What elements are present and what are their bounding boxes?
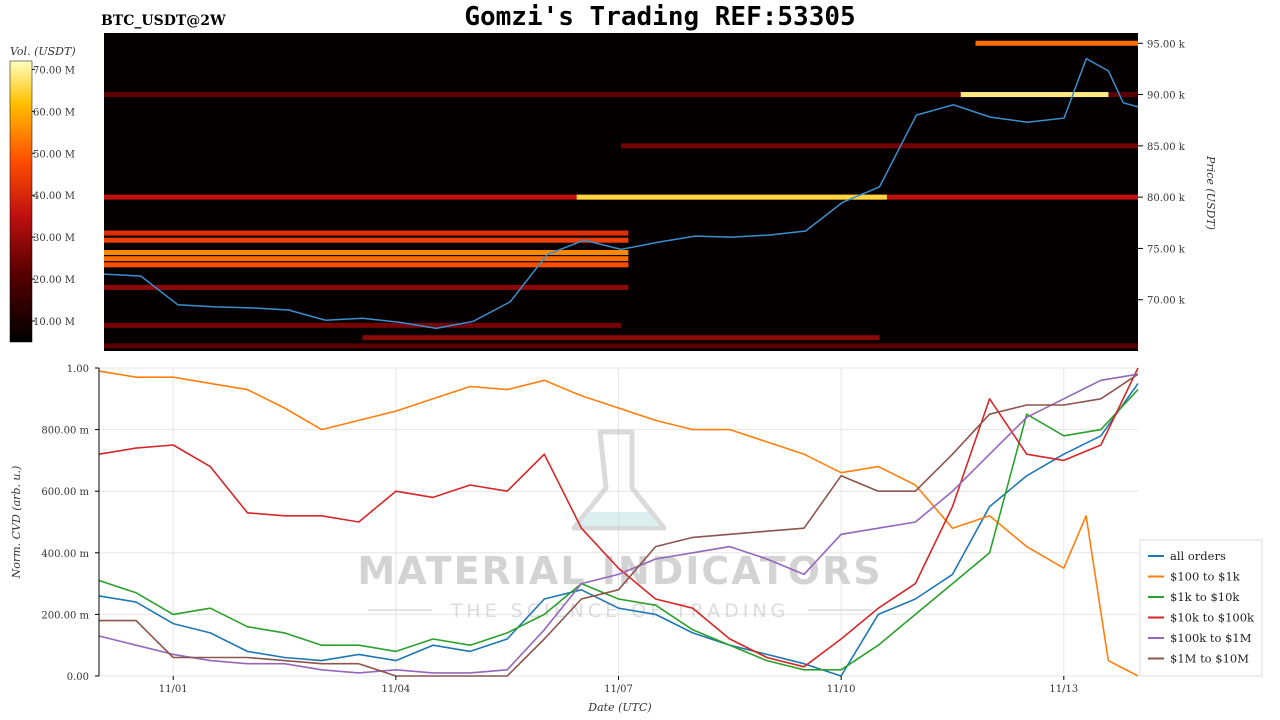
colorbar-tick-label: 50.00 M [33,149,75,160]
legend-item-label: $100 to $1k [1170,570,1241,584]
colorbar-label: Vol. (USDT) [10,45,76,58]
heatmap-band-8 [104,250,629,256]
heatmap-band-13 [362,335,880,341]
cvd-x-tick-label: 11/04 [381,684,410,695]
colorbar-tick-label: 30.00 M [33,233,75,244]
symbol-label: BTC_USDT@2W [101,13,226,29]
price-tick-label: 95.00 k [1147,39,1186,50]
heatmap-band-10 [104,262,629,268]
cvd-x-axis: 11/01 11/04 11/07 11/10 11/13 [159,676,1078,695]
cvd-x-axis-label: Date (UTC) [587,701,651,714]
legend: all orders $100 to $1k $1k to $10k $10k to … [1139,539,1263,677]
legend-box [1139,539,1263,677]
colorbar-tick-label: 40.00 M [33,191,75,202]
heatmap-bands [104,40,1138,349]
price-tick-label: 90.00 k [1147,91,1186,102]
series-line-3 [98,367,1139,668]
heatmap-band-5 [576,194,887,200]
heatmap-background [104,33,1138,351]
heatmap-band-2 [975,40,1138,46]
watermark-main: MATERIAL INDICATORS [357,549,882,593]
heatmap-band-0 [104,92,1138,98]
flask-icon [571,429,667,531]
heatmap-band-9 [104,256,629,262]
cvd-y-tick-label: 800.00 m [41,426,89,437]
legend-item-label: $1M to $10M [1170,652,1249,666]
cvd-x-tick-label: 11/07 [604,684,633,695]
series-line-1 [98,370,1139,677]
cvd-y-tick-label: 600.00 m [41,487,89,498]
chart-title: Gomzi's Trading REF:53305 [464,2,855,32]
heatmap-band-6 [104,230,629,236]
watermark-sub: THE SCIENCE OF TRADING [450,600,790,622]
colorbar-tick-label: 70.00 M [33,65,75,76]
series-line-5 [99,373,1139,677]
legend-item-label: $10k to $100k [1170,611,1255,625]
legend-item-label: $1k to $10k [1170,590,1240,604]
price-tick-label: 80.00 k [1147,193,1186,204]
colorbar-tick-label: 20.00 M [33,275,75,286]
cvd-x-tick-label: 11/10 [827,684,856,695]
legend-item-label: $100k to $1M [1170,631,1252,645]
heatmap-band-1 [960,92,1109,98]
cvd-x-tick-label: 11/13 [1049,684,1078,695]
cvd-y-tick-label: 200.00 m [41,610,89,621]
cvd-panel: MATERIAL INDICATORS THE SCIENCE OF TRADI… [10,364,1263,714]
price-tick-label: 85.00 k [1147,142,1186,153]
price-tick-label: 70.00 k [1147,296,1186,307]
watermark: MATERIAL INDICATORS THE SCIENCE OF TRADI… [357,429,882,622]
legend-item-label: all orders [1170,549,1226,563]
price-axis-label: Price (USDT) [1204,155,1217,230]
heatmap-band-12 [104,322,621,328]
series-line-0 [98,382,1139,677]
heatmap-band-7 [104,237,629,243]
cvd-y-tick-label: 400.00 m [41,549,89,560]
colorbar-tick-label: 60.00 M [33,107,75,118]
series-line-2 [98,389,1139,671]
price-tick-label: 75.00 k [1147,244,1186,255]
colorbar-tick-label: 10.00 M [33,317,75,328]
cvd-y-tick-label: 0.00 [67,672,89,683]
cvd-y-axis-label: Norm. CVD (arb. u.) [10,466,23,580]
heatmap-panel: 70.00 k 75.00 k 80.00 k 85.00 k 90.00 k 95.00… [103,33,1217,351]
series-line-4 [98,373,1139,674]
colorbar: Vol. (USDT) 10.00 M 20.00 M 30.00 M 40.00 M… [9,45,76,343]
colorbar-ticks: 10.00 M 20.00 M 30.00 M 40.00 M 50.00 M 60.00… [32,65,75,328]
cvd-x-tick-label: 11/01 [159,684,188,695]
colorbar-gradient [9,60,33,343]
heatmap-band-11 [104,284,629,290]
price-axis: 70.00 k 75.00 k 80.00 k 85.00 k 90.00 k 95.00… [1138,39,1186,307]
cvd-series-lines [98,367,1139,677]
heatmap-band-14 [104,343,1138,349]
cvd-y-tick-label: 1.00 [67,364,89,375]
heatmap-band-3 [621,143,1138,149]
price-line [103,57,1139,330]
cvd-y-axis: 0.00 200.00 m 400.00 m 600.00 m 800.00 m 1.00 [41,364,99,683]
